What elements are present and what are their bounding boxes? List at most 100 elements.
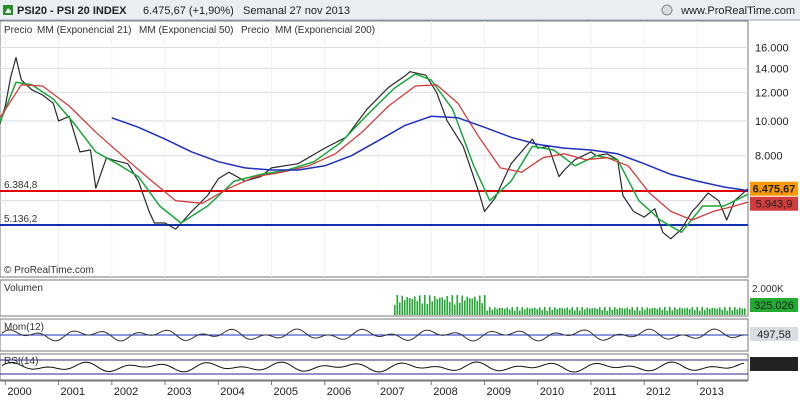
volume-bar bbox=[563, 308, 566, 315]
volume-bar bbox=[436, 299, 439, 315]
rsi-line bbox=[1, 361, 745, 373]
y-tick-label: 16.000 bbox=[755, 42, 789, 54]
volume-bar bbox=[576, 307, 579, 315]
x-tick-label: 2001 bbox=[61, 386, 85, 398]
volume-bar bbox=[533, 307, 536, 315]
volume-panel bbox=[0, 279, 749, 317]
momentum-line bbox=[1, 328, 745, 342]
volume-bar bbox=[708, 308, 711, 315]
volume-bar bbox=[426, 303, 429, 315]
legend-ema50: MM (Exponencial 50) bbox=[139, 25, 233, 36]
x-tick-label: 2007 bbox=[380, 386, 404, 398]
volume-bar bbox=[536, 309, 539, 315]
resistance-label: 6.384,8 bbox=[4, 180, 38, 191]
volume-bar bbox=[658, 307, 661, 315]
price-series bbox=[0, 56, 749, 240]
volume-bar bbox=[441, 297, 444, 315]
momentum-value: 497,58 bbox=[757, 329, 791, 341]
volume-bar bbox=[681, 308, 684, 315]
momentum-badge: 497,58 bbox=[750, 327, 798, 341]
instrument-title: PSI20 - PSI 20 INDEX bbox=[17, 5, 127, 17]
volume-bar bbox=[398, 302, 401, 315]
legend-price-2: Precio bbox=[241, 25, 270, 36]
volume-bar bbox=[666, 310, 669, 315]
volume-bar bbox=[738, 307, 741, 315]
volume-bar bbox=[498, 307, 501, 315]
volume-bar bbox=[408, 298, 411, 315]
rsi-series bbox=[1, 361, 745, 373]
title-bar bbox=[0, 0, 800, 20]
volume-bar bbox=[656, 308, 659, 315]
site-label: www.ProRealTime.com bbox=[680, 5, 795, 17]
rsi-label: RSI(14) bbox=[4, 356, 38, 367]
volume-bar bbox=[538, 307, 541, 315]
volume-bar bbox=[613, 307, 616, 315]
volume-bar bbox=[476, 300, 479, 315]
volume-bar bbox=[586, 307, 589, 315]
volume-bar bbox=[518, 310, 521, 315]
volume-bar bbox=[648, 308, 651, 315]
ema200-line bbox=[111, 115, 749, 192]
volume-bar bbox=[431, 301, 434, 315]
volume-bar bbox=[513, 310, 516, 315]
x-tick-label: 2009 bbox=[486, 386, 510, 398]
volume-bar bbox=[598, 307, 601, 315]
volume-bar bbox=[583, 309, 586, 315]
ema50-line bbox=[0, 84, 749, 221]
volume-bar bbox=[698, 310, 701, 315]
volume-bar bbox=[626, 307, 629, 315]
volume-bar bbox=[478, 295, 481, 315]
x-tick-label: 2000 bbox=[7, 386, 31, 398]
x-tick-label: 2013 bbox=[699, 386, 723, 398]
volume-bar bbox=[508, 309, 511, 315]
instrument-icon-shape bbox=[5, 8, 11, 13]
x-tick-label: 2006 bbox=[327, 386, 351, 398]
price-line bbox=[0, 56, 749, 240]
volume-bar bbox=[678, 307, 681, 315]
volume-bar bbox=[701, 307, 704, 315]
volume-bar bbox=[411, 298, 414, 315]
volume-bar bbox=[706, 307, 709, 315]
volume-bar bbox=[483, 295, 486, 315]
volume-bar bbox=[413, 296, 416, 315]
volume-bar bbox=[741, 308, 744, 315]
rsi-value: 65,092 bbox=[757, 359, 791, 371]
volume-bar bbox=[471, 298, 474, 315]
price-legend: Precio MM (Exponencial 21) MM (Exponenci… bbox=[4, 25, 375, 36]
volume-bar bbox=[711, 307, 714, 315]
volume-bar bbox=[493, 307, 496, 315]
volume-bar bbox=[526, 307, 529, 315]
volume-bar bbox=[578, 310, 581, 315]
volume-bar bbox=[651, 308, 654, 315]
x-tick-label: 2011 bbox=[593, 386, 617, 398]
volume-bar bbox=[453, 304, 456, 315]
volume-bar bbox=[553, 307, 556, 315]
volume-bar bbox=[601, 309, 604, 315]
volume-bar bbox=[731, 310, 734, 315]
y-tick-label: 10.000 bbox=[755, 116, 789, 128]
price-panel bbox=[0, 20, 749, 278]
x-tick-label: 2002 bbox=[114, 386, 138, 398]
volume-bar bbox=[496, 308, 499, 315]
volume-bar bbox=[446, 295, 449, 315]
volume-bar bbox=[501, 308, 504, 315]
volume-bar bbox=[528, 308, 531, 315]
last-price-badge: 6.475,67 bbox=[750, 181, 798, 196]
x-tick-label: 2005 bbox=[274, 386, 298, 398]
volume-bar bbox=[653, 307, 656, 315]
volume-bar bbox=[591, 308, 594, 315]
volume-bar bbox=[418, 295, 421, 315]
volume-bar bbox=[628, 309, 631, 315]
volume-bar bbox=[611, 310, 614, 315]
volume-bar bbox=[636, 307, 639, 315]
volume-bar bbox=[438, 297, 441, 315]
volume-bar bbox=[416, 301, 419, 315]
volume-bar bbox=[633, 310, 636, 315]
y-tick-label: 12.000 bbox=[755, 87, 789, 99]
x-tick-label: 2008 bbox=[433, 386, 457, 398]
volume-bar bbox=[691, 307, 694, 315]
volume-bar bbox=[481, 303, 484, 315]
volume-bar bbox=[743, 308, 746, 315]
y-tick-label: 8.000 bbox=[755, 151, 783, 163]
volume-bar bbox=[523, 309, 526, 315]
